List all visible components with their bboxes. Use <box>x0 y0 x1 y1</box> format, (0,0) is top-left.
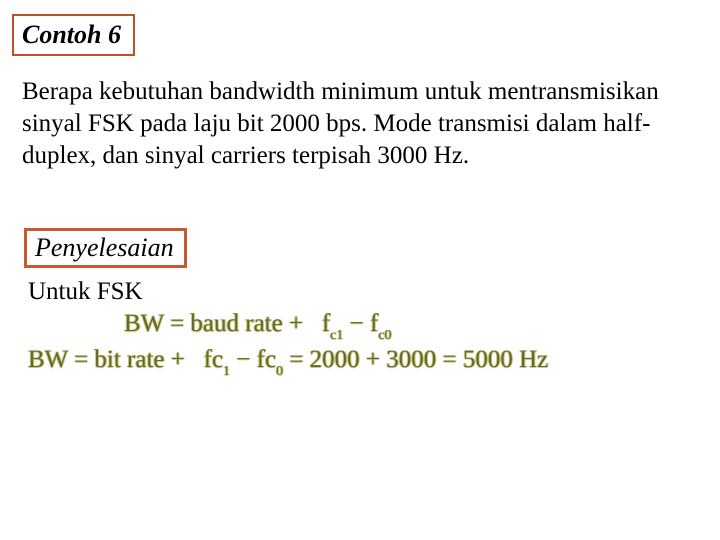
formula1-sub2: c0 <box>378 328 391 343</box>
formula1-prefix: BW = baud rate + f <box>124 310 330 337</box>
formula2-mid1: − fc <box>230 346 276 373</box>
formula2-sub2: 0 <box>276 364 283 379</box>
solution-label-box: Penyelesaian <box>24 228 187 268</box>
solution-line-1: Untuk FSK <box>28 278 143 306</box>
formula2-rest: = 2000 + 3000 = 5000 Hz <box>283 346 548 373</box>
formula2-sub1: 1 <box>223 364 230 379</box>
example-title-box: Contoh 6 <box>12 14 135 56</box>
formula1-mid: − f <box>343 310 378 337</box>
formula2-prefix: BW = bit rate + fc <box>28 346 223 373</box>
formula1-sub1: c1 <box>330 328 343 343</box>
formula-line-1: BW = baud rate + fc1 − fc0 <box>124 310 392 342</box>
problem-paragraph: Berapa kebutuhan bandwidth minimum untuk… <box>22 76 662 172</box>
formula-line-2: BW = bit rate + fc1 − fc0 = 2000 + 3000 … <box>28 346 548 378</box>
